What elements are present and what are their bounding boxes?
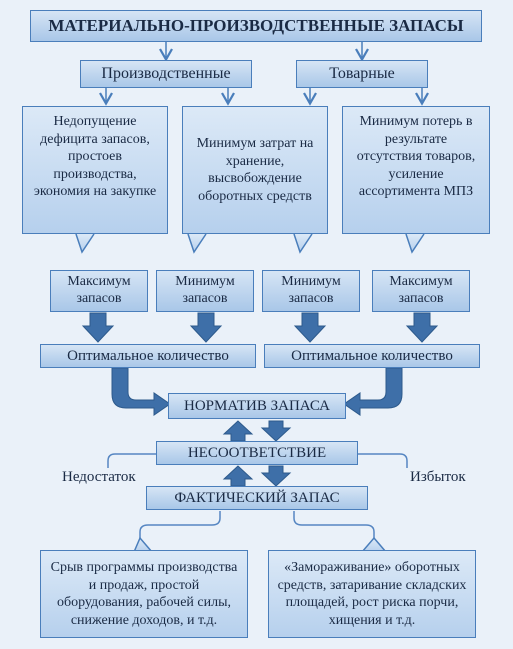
outcome-text: «Замораживание» оборотных средств, затар… (277, 559, 467, 629)
callout-no-deficit: Недопущение дефицита запасов, простоев п… (22, 106, 168, 234)
min-stock-2: Минимум запасов (262, 270, 360, 312)
outcome-text: Срыв программы производства и продаж, пр… (49, 559, 239, 629)
norm-label: НОРМАТИВ ЗАПАСА (184, 397, 330, 415)
actual-box: ФАКТИЧЕСКИЙ ЗАПАС (146, 486, 368, 510)
norm-box: НОРМАТИВ ЗАПАСА (168, 393, 346, 419)
category-label: Товарные (329, 64, 394, 83)
optimal-1: Оптимальное количество (40, 344, 256, 368)
callout-min-loss: Минимум потерь в результате отсутствия т… (342, 106, 490, 234)
mismatch-box: НЕСООТВЕТСТВИЕ (156, 441, 358, 465)
outcome-surplus: «Замораживание» оборотных средств, затар… (268, 550, 476, 638)
small-label: Минимум запасов (163, 274, 247, 308)
min-stock-1: Минимум запасов (156, 270, 254, 312)
callout-text: Минимум затрат на хранение, высвобождени… (191, 135, 319, 205)
title-text: МАТЕРИАЛЬНО-ПРОИЗВОДСТВЕННЫЕ ЗАПАСЫ (48, 16, 463, 36)
small-label: Минимум запасов (269, 274, 353, 308)
category-label: Производственные (101, 64, 230, 83)
actual-label: ФАКТИЧЕСКИЙ ЗАПАС (174, 489, 339, 507)
outcome-deficit: Срыв программы производства и продаж, пр… (40, 550, 248, 638)
small-label: Максимум запасов (379, 274, 463, 308)
category-production: Производственные (80, 60, 252, 88)
callout-min-cost: Минимум затрат на хранение, высвобождени… (182, 106, 328, 234)
optimal-label: Оптимальное количество (67, 347, 229, 365)
surplus-label: Избыток (410, 469, 466, 486)
category-goods: Товарные (296, 60, 428, 88)
callout-text: Недопущение дефицита запасов, простоев п… (34, 114, 156, 199)
mismatch-label: НЕСООТВЕТСТВИЕ (188, 444, 326, 462)
deficit-label: Недостаток (62, 469, 136, 486)
title-box: МАТЕРИАЛЬНО-ПРОИЗВОДСТВЕННЫЕ ЗАПАСЫ (30, 10, 482, 42)
max-stock-2: Максимум запасов (372, 270, 470, 312)
max-stock-1: Максимум запасов (50, 270, 148, 312)
small-label: Максимум запасов (57, 274, 141, 308)
callout-text: Минимум потерь в результате отсутствия т… (357, 114, 475, 199)
optimal-label: Оптимальное количество (291, 347, 453, 365)
optimal-2: Оптимальное количество (264, 344, 480, 368)
